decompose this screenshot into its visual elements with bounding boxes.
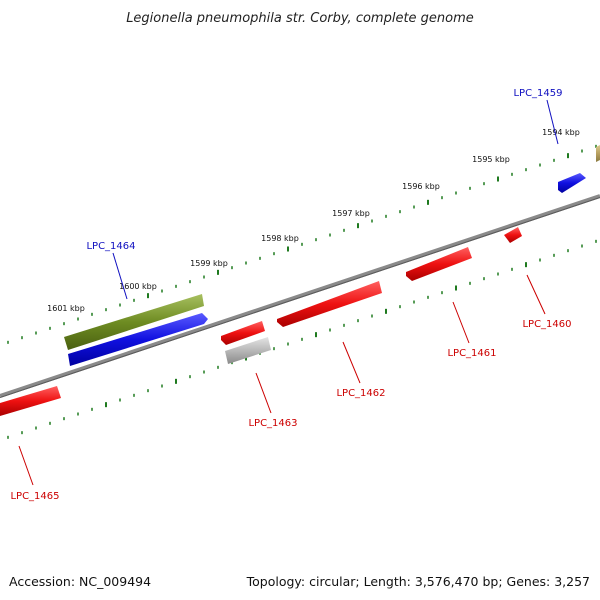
- gene-label-LPC_1462: LPC_1462: [336, 388, 385, 399]
- kbp-label-1594: 1594 kbp: [542, 128, 580, 137]
- kbp-label-1595: 1595 kbp: [472, 155, 510, 164]
- gene-leader-lines: [18, 99, 559, 486]
- gene-label-LPC_1459: LPC_1459: [513, 88, 562, 99]
- accession-text: Accession: NC_009494: [9, 574, 151, 589]
- kbp-label-1598: 1598 kbp: [261, 234, 299, 243]
- kbp-tick-labels: 1594 kbp 1595 kbp 1596 kbp 1597 kbp 1598…: [47, 128, 580, 313]
- forward-tick-row: [7, 144, 597, 344]
- gene-LPC_1463[interactable]: [225, 337, 271, 364]
- gene-label-LPC_1460: LPC_1460: [522, 319, 571, 330]
- gene-olive-forward[interactable]: [64, 294, 204, 350]
- gene-label-LPC_1465: LPC_1465: [10, 491, 59, 502]
- kbp-label-1600: 1600 kbp: [119, 282, 157, 291]
- gene-LPC_1461[interactable]: [406, 247, 472, 281]
- gene-label-LPC_1463: LPC_1463: [248, 418, 297, 429]
- genome-backbone-edge: [0, 197, 600, 398]
- gene-red-forward-small[interactable]: [221, 321, 265, 345]
- genome-backbone: [0, 194, 600, 398]
- kbp-label-1601: 1601 kbp: [47, 304, 85, 313]
- gene-LPC_1462[interactable]: [277, 281, 382, 327]
- gene-LPC_1465[interactable]: [0, 386, 61, 416]
- genome-summary-text: Topology: circular; Length: 3,576,470 bp…: [246, 574, 590, 589]
- gene-label-LPC_1461: LPC_1461: [447, 348, 496, 359]
- map-title: Legionella pneumophila str. Corby, compl…: [126, 11, 474, 26]
- gene-label-LPC_1464: LPC_1464: [86, 241, 135, 252]
- gene-blue-small[interactable]: [558, 173, 586, 193]
- kbp-label-1599: 1599 kbp: [190, 259, 228, 268]
- kbp-label-1596: 1596 kbp: [402, 182, 440, 191]
- gene-LPC_1459[interactable]: [596, 145, 600, 162]
- kbp-label-1597: 1597 kbp: [332, 209, 370, 218]
- gene-LPC_1464[interactable]: [68, 313, 208, 366]
- gene-LPC_1460[interactable]: [504, 227, 522, 243]
